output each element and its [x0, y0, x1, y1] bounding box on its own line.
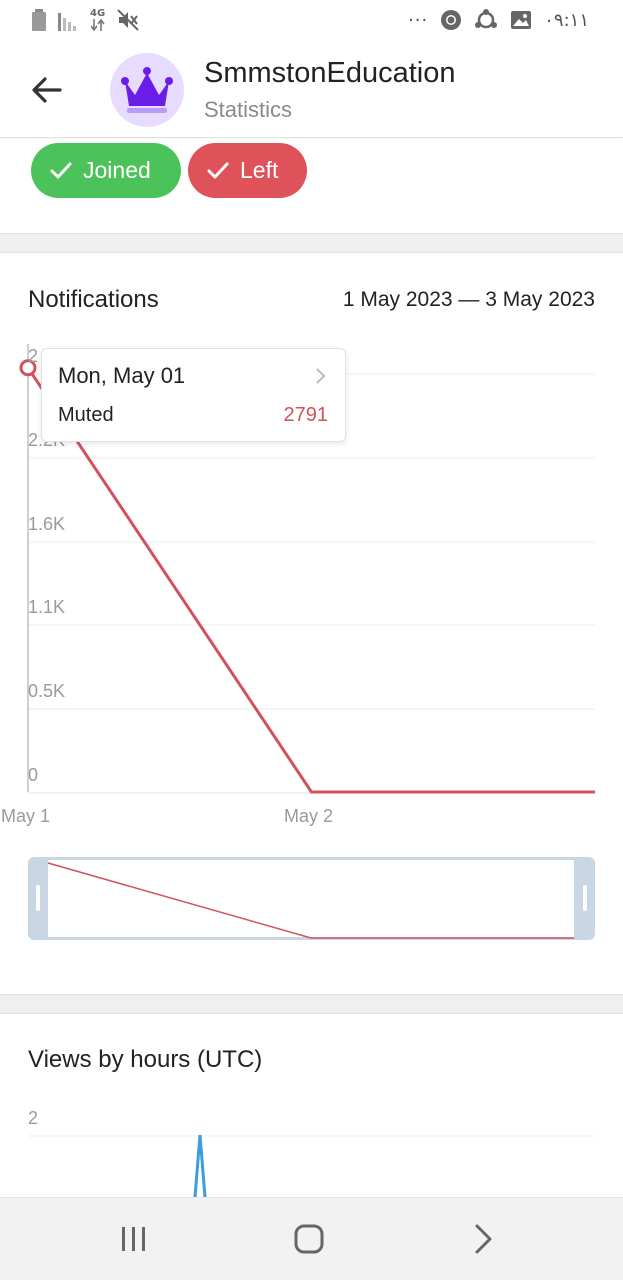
views-chart[interactable]	[0, 1015, 623, 1197]
left-toggle[interactable]: Left	[188, 143, 307, 198]
crown-icon	[121, 67, 173, 113]
data-arrows-icon	[90, 19, 105, 31]
views-by-hours-title: Views by hours (UTC)	[28, 1046, 263, 1073]
home-button[interactable]	[289, 1222, 329, 1256]
y-tick-label: 0.5K	[28, 681, 66, 701]
y-tick-label: 1.6K	[28, 514, 66, 534]
x-tick-label: May 2	[284, 806, 334, 826]
app-header: SmmstonEducation Statistics	[0, 40, 623, 138]
y-tick-label: 2	[28, 346, 39, 366]
chart-tooltip[interactable]: Mon, May 01 Muted 2791	[41, 348, 346, 442]
status-bar: 4G ··· ٠٩:١١	[0, 0, 623, 40]
views-by-hours-card: Views by hours (UTC) 2	[0, 1015, 623, 1197]
navigator-line	[47, 862, 574, 939]
status-right-icons: ··· ٠٩:١١	[408, 9, 589, 31]
network-type: 4G	[90, 9, 105, 31]
date-range[interactable]: 1 May 2023 — 3 May 2023	[342, 288, 595, 311]
notifications-title: Notifications	[28, 286, 159, 313]
sync-icon	[475, 9, 498, 29]
arrow-left-icon	[32, 77, 62, 103]
y-tick-label: 1.1K	[28, 597, 66, 617]
mute-icon	[117, 9, 139, 31]
chevron-right-icon	[316, 368, 326, 384]
section-divider	[0, 994, 623, 1014]
more-dots: ···	[408, 9, 429, 31]
tooltip-series-label: Muted	[58, 404, 114, 426]
section-divider	[0, 233, 623, 253]
battery-icon	[32, 9, 46, 31]
series-filters: Joined Left	[0, 139, 623, 233]
page-subtitle: Statistics	[204, 97, 293, 122]
gallery-icon	[511, 11, 532, 29]
joined-toggle[interactable]: Joined	[31, 143, 181, 198]
check-icon	[207, 162, 229, 178]
tooltip-date: Mon, May 01	[58, 363, 186, 388]
recent-apps-icon	[122, 1227, 145, 1251]
tooltip-value: 2791	[283, 404, 329, 426]
range-navigator[interactable]	[28, 857, 595, 940]
back-button[interactable]	[26, 70, 70, 110]
views-line	[193, 1134, 207, 1197]
check-icon	[50, 162, 72, 178]
status-left-icons: 4G	[32, 9, 139, 31]
back-nav-button[interactable]	[464, 1222, 504, 1256]
left-label: Left	[240, 157, 279, 183]
navigator-left-handle[interactable]	[36, 885, 40, 911]
channel-title: SmmstonEducation	[204, 57, 456, 89]
navigator-right-handle[interactable]	[583, 885, 587, 911]
home-icon	[294, 1224, 324, 1254]
clock: ٠٩:١١	[544, 9, 589, 31]
x-tick-label: May 1	[1, 806, 51, 826]
chevron-right-icon	[475, 1224, 492, 1254]
y-tick-label: 2	[28, 1108, 39, 1128]
chrome-icon	[441, 10, 462, 30]
y-tick-label: 0	[28, 765, 39, 785]
channel-avatar	[110, 53, 184, 127]
joined-label: Joined	[83, 157, 151, 183]
signal-icon	[58, 13, 76, 31]
recent-apps-button[interactable]	[114, 1222, 154, 1256]
system-nav-bar	[0, 1197, 623, 1280]
